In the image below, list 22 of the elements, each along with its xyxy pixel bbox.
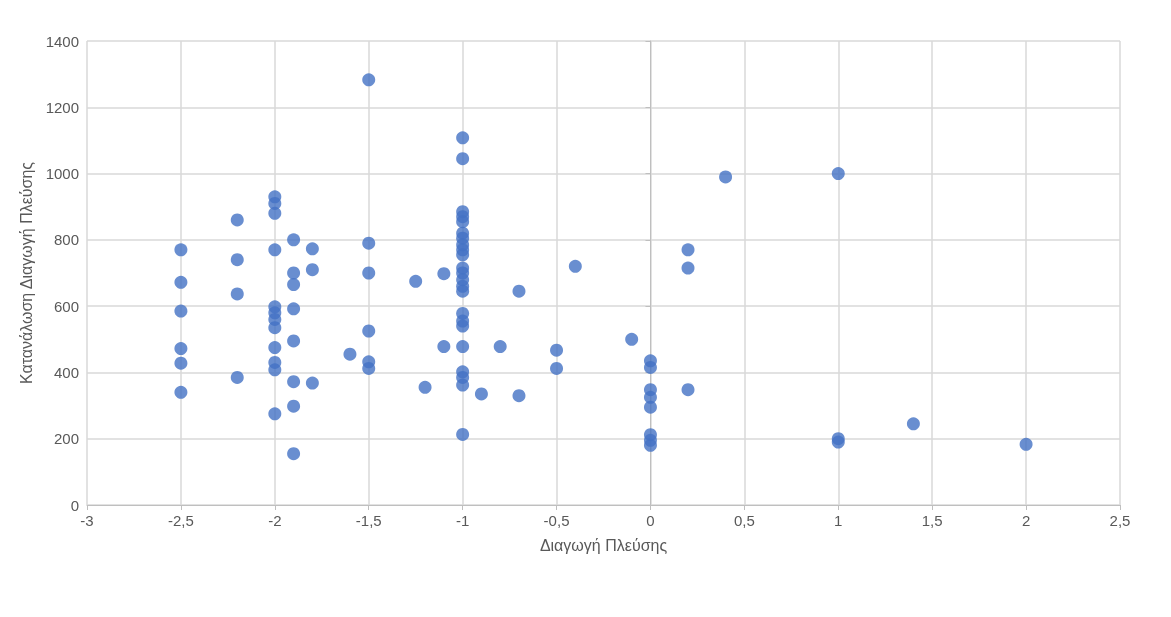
x-tick-label: -2,5 (167, 512, 194, 529)
x-tick-label: 1 (834, 512, 843, 529)
y-tick-label: 0 (70, 496, 79, 514)
y-tick-label: 600 (53, 297, 79, 315)
x-tick-label: -1 (455, 512, 470, 529)
x-tick-label: 2 (1021, 512, 1031, 529)
y-tick-label: 1200 (45, 98, 79, 116)
y-axis-title: Κατανάλωση Διαγωγή Πλεύσης (18, 161, 36, 385)
x-tick-label: -0,5 (543, 512, 570, 529)
x-tick-label: -3 (80, 512, 94, 529)
x-tick-label: 1,5 (921, 512, 943, 529)
y-tick-label: 400 (53, 363, 79, 381)
x-tick-label: -1,5 (355, 512, 382, 529)
x-tick-label: 2,5 (1109, 512, 1131, 529)
x-axis-title: Διαγωγή Πλεύσης (539, 536, 668, 554)
y-tick-label: 1000 (45, 165, 79, 183)
y-tick-label: 1400 (45, 32, 79, 50)
x-tick-label: -2 (268, 512, 282, 529)
y-tick-label: 200 (53, 430, 79, 448)
y-tick-label: 800 (53, 231, 79, 249)
x-tick-label: 0 (646, 512, 655, 529)
x-tick-label: 0,5 (733, 512, 755, 529)
